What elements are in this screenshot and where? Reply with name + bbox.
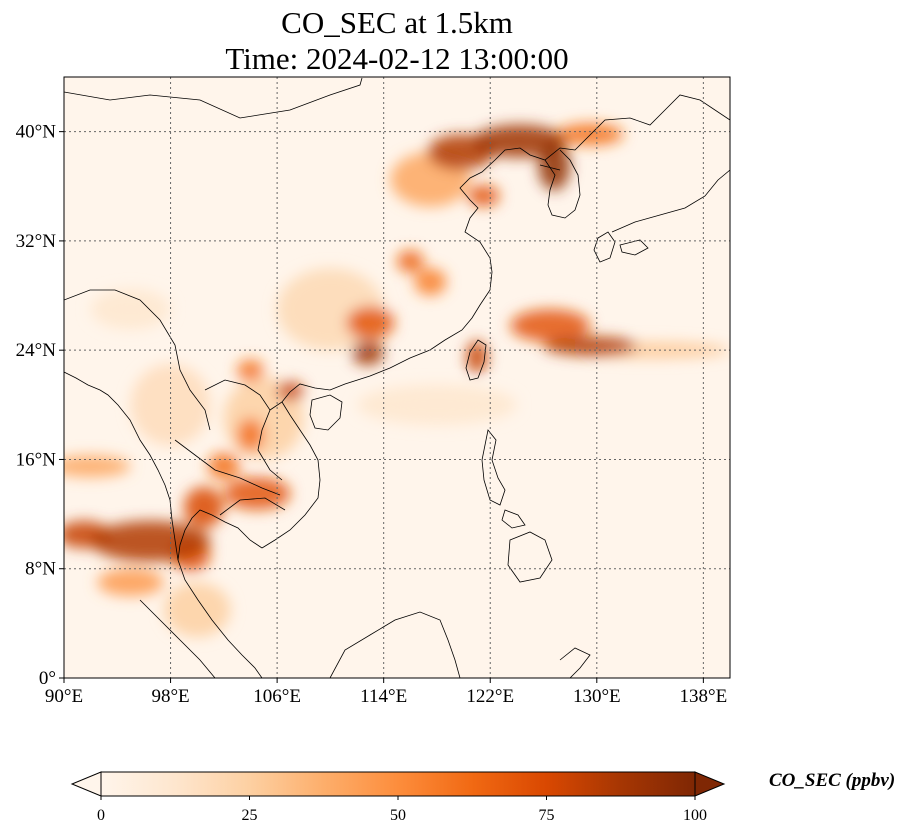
inland-border-thailand	[174, 439, 281, 496]
co-plume-15	[397, 250, 424, 273]
lat-tick-label-32: 32°N	[16, 231, 57, 252]
indochina-coastline	[177, 509, 263, 678]
vietnam-coastline	[261, 401, 321, 549]
lon-tick-label-138: 138°E	[680, 686, 728, 707]
sulawesi-island	[559, 647, 591, 678]
inland-border-cambodia	[219, 497, 286, 516]
lon-tick-label-98: 98°E	[151, 686, 189, 707]
chart-title-line-1: CO_SEC at 1.5km	[281, 5, 513, 40]
japan-kyushu	[593, 231, 616, 263]
colorbar-tick-label-0: 0	[97, 807, 105, 824]
hainan-island	[309, 394, 343, 431]
co-plume-21	[183, 486, 224, 528]
borneo-island	[329, 611, 461, 678]
co-plume-26	[543, 336, 637, 356]
co-plume-1	[90, 288, 171, 330]
lat-tick-label-40: 40°N	[16, 122, 57, 143]
chart-title-line-2: Time: 2024-02-12 13:00:00	[225, 41, 569, 76]
japan-honshu	[611, 169, 730, 233]
inland-border-myanmar	[64, 289, 211, 431]
co-plume-29	[351, 340, 384, 366]
lon-tick-label-106: 106°E	[253, 686, 301, 707]
map-frame	[63, 76, 731, 679]
co-plume-16	[467, 184, 500, 207]
lon-tick-label-90: 90°E	[45, 686, 83, 707]
co-plume-8	[64, 455, 131, 478]
co-plume-27	[90, 520, 211, 562]
co-plume-19	[223, 477, 291, 510]
lon-tick-label-114: 114°E	[360, 686, 407, 707]
co-plume-9	[97, 568, 164, 597]
colorbar-gradient	[100, 771, 696, 797]
lat-tick-label-8: 8°N	[25, 559, 56, 580]
co-plume-12	[237, 359, 264, 382]
korea-peninsula	[544, 149, 581, 219]
lat-tick-label-24: 24°N	[16, 340, 57, 361]
colorbar-tick-label-100: 100	[683, 807, 707, 824]
latitude-ticks: 0° 8°N 16°N 24°N 32°N 40°N	[16, 122, 64, 689]
co-plume-4	[163, 582, 231, 638]
colorbar-tick-label-25: 25	[242, 807, 258, 824]
co-plume-22	[466, 340, 488, 374]
coastlines-and-borders	[64, 77, 730, 678]
co-plume-0	[357, 384, 517, 426]
japan-shikoku	[619, 239, 649, 256]
colorbar-tick-label-50: 50	[390, 807, 406, 824]
lat-tick-label-0: 0°	[39, 668, 56, 689]
co-plume-10	[414, 268, 447, 296]
lon-tick-label-122: 122°E	[466, 686, 514, 707]
co-plume-14	[207, 452, 240, 480]
colorbar-label: CO_SEC (ppbv)	[769, 770, 896, 791]
co-plume-2	[130, 363, 211, 446]
lat-tick-label-16: 16°N	[16, 449, 57, 470]
colorbar-tick-label-75: 75	[539, 807, 555, 824]
colorbar-ticks: 0 25 50 75 100	[97, 796, 707, 824]
colorbar-extend-min	[70, 771, 102, 797]
co-plume-18	[510, 309, 591, 342]
graticule	[64, 77, 730, 678]
china-coastline	[269, 94, 730, 411]
inland-border-mongolia	[64, 77, 363, 119]
luzon-island	[481, 429, 506, 506]
sumatra-coastline	[139, 599, 216, 678]
inland-border-korea	[539, 164, 561, 171]
co-plume-13	[237, 418, 264, 452]
taiwan-island	[465, 339, 487, 381]
co-plume-17	[346, 306, 395, 340]
myanmar-coastline	[64, 371, 179, 561]
visayas-islands	[501, 509, 526, 529]
colorbar-extend-max	[694, 771, 726, 797]
co-plume-30	[538, 141, 571, 191]
co-concentration-field	[64, 123, 730, 638]
colorbar: 0 25 50 75 100	[70, 771, 726, 824]
inland-border-laos	[204, 379, 283, 481]
lon-tick-label-130: 130°E	[573, 686, 621, 707]
longitude-ticks: 90°E 98°E 106°E 114°E 122°E 130°E 138°E	[45, 678, 727, 707]
